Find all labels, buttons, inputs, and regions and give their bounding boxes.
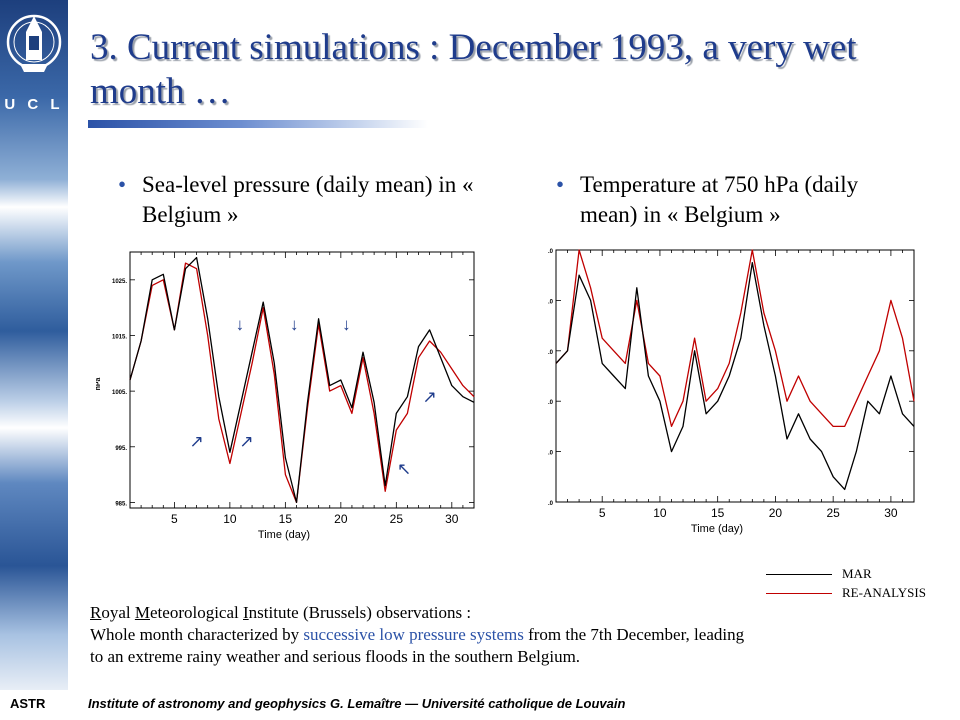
decorative-sky-strip xyxy=(0,0,68,690)
left-bullet: • Sea-level pressure (daily mean) in « B… xyxy=(118,170,487,230)
y-tick-label: 260.0 xyxy=(548,451,554,457)
x-tick-label: 15 xyxy=(279,512,293,526)
y-tick-label: 264.0 xyxy=(548,400,554,406)
series-mar-line xyxy=(555,261,915,491)
y-tick-label: 272.0 xyxy=(548,299,554,305)
x-tick-label: 30 xyxy=(884,506,898,520)
annotation-arrow: ↓ xyxy=(342,315,351,334)
annotation-arrow: ↖ xyxy=(397,460,411,479)
note-text: from the 7th December, leading xyxy=(523,625,745,644)
x-tick-label: 5 xyxy=(171,512,178,526)
x-tick-label: 20 xyxy=(334,512,348,526)
right-bullet-text: Temperature at 750 hPa (daily mean) in «… xyxy=(580,172,859,227)
x-axis-label: Time (day) xyxy=(258,529,310,541)
footer: ASTR Institute of astronomy and geophysi… xyxy=(0,690,960,720)
footer-astr: ASTR xyxy=(10,696,46,711)
x-tick-label: 25 xyxy=(390,512,404,526)
series-reanalysis-line xyxy=(555,249,915,428)
note-text: nstitute (Brussels) observations : xyxy=(248,603,472,622)
annotation-arrow: ↓ xyxy=(236,315,245,334)
y-tick-label: 256.0 xyxy=(548,501,554,507)
right-bullet: • Temperature at 750 hPa (daily mean) in… xyxy=(556,170,915,230)
annotation-arrow: ↗ xyxy=(239,432,253,451)
series-mar-line xyxy=(129,256,475,504)
series-reanalysis-line xyxy=(129,262,475,504)
ucl-logo-text: U C L xyxy=(4,96,64,113)
note-text: eteorological xyxy=(150,603,243,622)
observation-note: Royal Meteorological Institute (Brussels… xyxy=(90,602,930,668)
x-tick-label: 25 xyxy=(826,506,840,520)
slide-title: 3. Current simulations : December 1993, … xyxy=(90,27,857,112)
x-axis-label: Time (day) xyxy=(691,523,743,535)
y-tick-label: 268.0 xyxy=(548,350,554,356)
x-tick-label: 20 xyxy=(769,506,783,520)
legend-label-mar: MAR xyxy=(842,566,872,581)
note-initial-i: I xyxy=(243,603,249,622)
y-tick-label: 985. xyxy=(115,501,127,507)
bullet-dot: • xyxy=(118,172,127,197)
x-tick-label: 5 xyxy=(599,506,606,520)
plot-frame xyxy=(555,249,915,503)
temperature-chart: 5 10 15 20 25 30 256.0 260.0 264.0 268.0 272.0 276.… xyxy=(548,249,915,535)
note-text: Whole month characterized by xyxy=(90,625,304,644)
chart-legend: MAR RE-ANALYSIS xyxy=(766,566,956,606)
note-line-2: Whole month characterized by successive … xyxy=(90,624,930,646)
note-line-1: Royal Meteorological Institute (Brussels… xyxy=(90,602,930,624)
footer-institute: Institute of astronomy and geophysics G.… xyxy=(88,696,626,711)
note-line-3: to an extreme rainy weather and serious … xyxy=(90,647,581,666)
y-tick-label: 1015. xyxy=(112,334,127,340)
x-tick-label: 10 xyxy=(223,512,237,526)
x-tick-label: 30 xyxy=(445,512,459,526)
annotation-arrow: ↗ xyxy=(422,387,436,406)
note-text: oyal xyxy=(101,603,135,622)
annotation-arrow: ↓ xyxy=(290,315,299,334)
ucl-crest-logo xyxy=(6,14,62,72)
y-tick-label: 276.0 xyxy=(548,249,554,255)
pressure-chart: 5 10 15 20 25 30 985. 995. 1005. 1015. 1025. Time (… xyxy=(96,251,475,541)
x-tick-label: 15 xyxy=(711,506,725,520)
y-tick-label: 995. xyxy=(115,446,127,452)
note-highlight: successive low pressure systems xyxy=(303,625,524,644)
y-tick-label: 1005. xyxy=(112,390,127,396)
y-tick-label: 1025. xyxy=(112,279,127,285)
annotation-arrow: ↗ xyxy=(189,432,203,451)
note-initial-m: M xyxy=(134,603,150,622)
legend-swatch-mar xyxy=(766,574,832,575)
bullet-dot: • xyxy=(556,172,565,197)
legend-label-reanalysis: RE-ANALYSIS xyxy=(842,585,926,600)
left-bullet-text: Sea-level pressure (daily mean) in « Bel… xyxy=(142,172,474,227)
title-underline xyxy=(88,120,428,128)
legend-swatch-reanalysis xyxy=(766,593,832,594)
note-initial-r: R xyxy=(90,603,102,622)
x-tick-label: 10 xyxy=(653,506,667,520)
y-axis-label: hPa xyxy=(96,377,102,390)
